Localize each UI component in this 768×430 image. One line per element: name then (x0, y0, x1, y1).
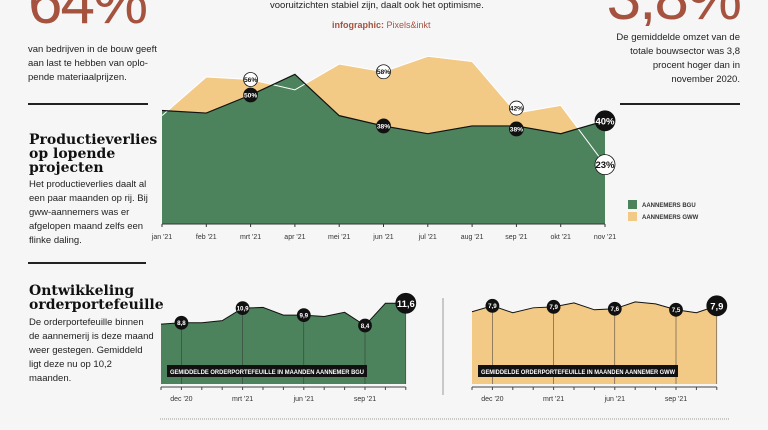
data-label: 8,8 (177, 320, 186, 327)
x-tick-label: jul '21 (418, 234, 437, 241)
legend-swatch (628, 200, 637, 209)
value-badge (546, 299, 561, 314)
value-badge (669, 302, 683, 317)
x-tick-label: jan '21 (151, 234, 173, 241)
value-badge (485, 298, 500, 313)
value-badge (235, 301, 250, 316)
title-box (167, 365, 367, 377)
value-badge (174, 315, 189, 330)
legend-swatch (628, 212, 637, 221)
x-tick-label: dec '20 (170, 396, 192, 403)
divider (28, 262, 146, 264)
data-label: 7,5 (672, 307, 681, 314)
value-badge (509, 100, 524, 116)
value-badge (376, 64, 391, 80)
stat-right-value: 3,8% (607, 0, 740, 26)
x-tick-label: mrt '21 (543, 396, 564, 403)
value-badge (376, 118, 391, 134)
stat-right-text: De gemiddelde omzet van de totale bouwse… (616, 32, 740, 85)
credit-label: infographic: (332, 20, 384, 30)
title-box (478, 365, 678, 377)
data-label: 42% (510, 106, 523, 113)
data-label: 7,9 (488, 303, 497, 310)
x-tick-label: aug '21 (461, 234, 484, 241)
value-badge (509, 121, 524, 137)
data-label: 7,9 (549, 304, 558, 311)
x-tick-label: okt '21 (550, 234, 571, 241)
data-label: 9,9 (300, 312, 309, 319)
data-label: 56% (244, 77, 257, 84)
data-label: 8,4 (361, 323, 370, 330)
data-label: 23% (595, 160, 615, 171)
x-tick-label: mrt '21 (240, 234, 261, 241)
x-tick-label: jun '21 (372, 234, 394, 241)
value-badge (607, 301, 622, 316)
area-bgu (162, 74, 605, 224)
credit-name: Pixels&inkt (386, 20, 431, 30)
x-tick-label: sep '21 (505, 234, 527, 241)
intro-text: vooruitzichten stabiel zijn, daalt ook h… (270, 0, 484, 11)
chart-title: GEMIDDELDE ORDERPORTEFEUILLE IN MAANDEN … (481, 369, 676, 376)
value-badge (243, 87, 259, 103)
value-badge (594, 154, 616, 176)
credit: infographic: Pixels&inkt (332, 20, 431, 30)
order-area (161, 303, 406, 384)
x-tick-label: nov '21 (594, 234, 616, 241)
value-badge (395, 292, 417, 314)
value-badge (243, 72, 259, 87)
x-tick-label: sep '21 (665, 396, 687, 403)
data-label: 58% (377, 69, 390, 76)
divider (620, 103, 740, 105)
data-label: 7,9 (710, 301, 723, 312)
data-label: 10,9 (237, 305, 250, 312)
stat-left-value: 64% (28, 0, 146, 32)
chart-title: GEMIDDELDE ORDERPORTEFEUILLE IN MAANDEN … (170, 369, 364, 376)
x-tick-label: feb '21 (196, 234, 217, 241)
section1-text: Het productieverlies daalt al een paar m… (29, 179, 148, 246)
data-label: 40% (595, 116, 615, 127)
section2-title: Ontwikkeling orderportefeuille (29, 283, 164, 313)
value-badge (706, 295, 728, 317)
x-tick-label: jun '21 (293, 396, 315, 403)
section2-text: De orderportefeuille binnen de aannemeri… (29, 317, 154, 384)
divider (28, 103, 148, 105)
legend-label: AANNEMERS GWW (642, 215, 699, 221)
value-badge (296, 308, 311, 322)
section1-title: Productieverlies op lopende projecten (29, 132, 158, 176)
stat-left-text: van bedrijven in de bouw geeft aan last … (28, 44, 157, 83)
x-tick-label: apr '21 (284, 234, 305, 241)
data-label: 11,6 (397, 299, 415, 310)
order-area (472, 301, 717, 384)
value-badge (594, 110, 616, 132)
x-tick-label: jun '21 (604, 396, 626, 403)
value-badge (358, 318, 372, 333)
data-label: 50% (244, 92, 257, 99)
legend-label: AANNEMERS BGU (642, 203, 696, 209)
data-label: 38% (377, 123, 390, 130)
data-label: 7,6 (611, 306, 620, 313)
x-tick-label: mei '21 (328, 234, 350, 241)
x-tick-label: mrt '21 (232, 396, 253, 403)
data-label: 38% (510, 126, 523, 133)
x-tick-label: dec '20 (481, 396, 503, 403)
x-tick-label: sep '21 (354, 396, 376, 403)
